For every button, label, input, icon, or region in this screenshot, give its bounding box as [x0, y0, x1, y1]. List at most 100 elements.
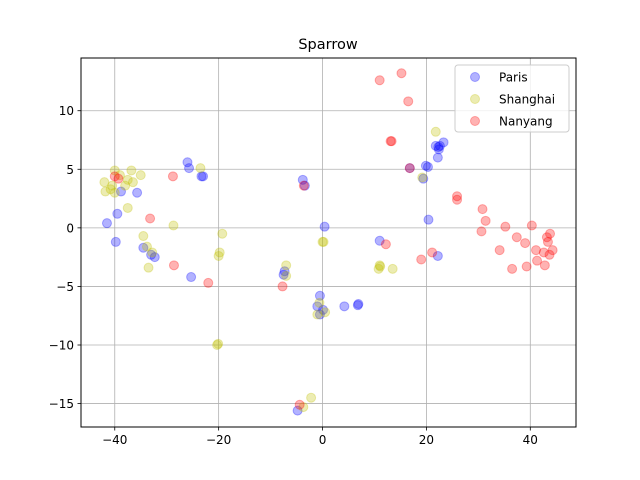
- legend-label-paris: Paris: [499, 71, 528, 85]
- point-paris: [279, 266, 290, 277]
- y-tick-label: 0: [66, 221, 74, 235]
- point-nanyang: [480, 215, 491, 226]
- legend-box: [454, 64, 570, 133]
- x-tick-label: 40: [523, 433, 538, 447]
- point-nanyang: [532, 255, 543, 266]
- y-tick-label: −15: [49, 397, 74, 411]
- point-paris: [278, 269, 289, 280]
- point-shanghai: [318, 236, 329, 247]
- point-paris: [292, 405, 303, 416]
- point-paris: [339, 301, 350, 312]
- point-shanghai: [143, 262, 154, 273]
- point-shanghai: [214, 247, 225, 258]
- point-paris: [404, 163, 415, 174]
- point-paris: [422, 161, 433, 172]
- point-paris: [312, 301, 323, 312]
- point-paris: [432, 250, 443, 261]
- point-shanghai: [306, 392, 317, 403]
- x-tick-label: 0: [319, 433, 327, 447]
- point-paris: [132, 187, 143, 198]
- point-paris: [184, 163, 195, 174]
- point-nanyang: [521, 261, 532, 272]
- point-shanghai: [317, 236, 328, 247]
- point-shanghai: [168, 220, 179, 231]
- point-shanghai: [109, 187, 120, 198]
- point-paris: [186, 272, 197, 283]
- point-paris: [314, 309, 325, 320]
- point-paris: [352, 300, 363, 311]
- point-nanyang: [168, 260, 179, 271]
- point-shanghai: [312, 309, 323, 320]
- point-nanyang: [277, 281, 288, 292]
- point-shanghai: [109, 165, 120, 176]
- y-tick-label: 10: [59, 104, 74, 118]
- point-paris: [138, 242, 149, 253]
- point-nanyang: [511, 232, 522, 243]
- point-nanyang: [452, 191, 463, 202]
- point-nanyang: [294, 399, 305, 410]
- y-tick-label: −10: [49, 339, 74, 353]
- point-paris: [297, 174, 308, 185]
- point-shanghai: [373, 263, 384, 274]
- point-nanyang: [507, 263, 518, 274]
- point-paris: [433, 144, 444, 155]
- point-paris: [196, 171, 207, 182]
- point-shanghai: [281, 270, 292, 281]
- point-shanghai: [122, 202, 133, 213]
- y-tick-label: −5: [56, 280, 74, 294]
- point-shanghai: [141, 241, 152, 252]
- point-paris: [299, 180, 310, 191]
- point-shanghai: [212, 340, 223, 350]
- point-paris: [438, 137, 449, 148]
- point-nanyang: [547, 245, 558, 256]
- point-nanyang: [477, 204, 488, 215]
- point-nanyang: [145, 213, 156, 224]
- point-nanyang: [520, 238, 531, 249]
- point-paris: [353, 299, 364, 309]
- point-nanyang: [541, 232, 552, 243]
- x-tick-label: −40: [102, 433, 127, 447]
- point-paris: [418, 173, 429, 184]
- point-nanyang: [374, 75, 385, 86]
- x-tick-label: −20: [206, 433, 231, 447]
- point-shanghai: [99, 177, 110, 188]
- point-shanghai: [147, 247, 158, 258]
- point-paris: [423, 214, 434, 225]
- point-nanyang: [113, 173, 124, 184]
- axis-ticks: −40 −20 0 20 40 −15 −10 −5 0 5 10: [49, 104, 538, 447]
- point-nanyang: [476, 226, 487, 237]
- point-paris: [198, 171, 209, 182]
- point-nanyang: [416, 254, 427, 265]
- point-paris: [318, 304, 329, 315]
- point-shanghai: [374, 260, 385, 271]
- point-shanghai: [195, 163, 206, 174]
- point-shanghai: [298, 402, 309, 413]
- point-nanyang: [403, 96, 414, 107]
- point-shanghai: [314, 297, 325, 308]
- point-shanghai: [430, 126, 441, 137]
- legend-marker-shanghai: [470, 94, 480, 104]
- point-paris: [430, 140, 441, 151]
- y-tick-label: 5: [66, 163, 74, 177]
- point-nanyang: [544, 249, 555, 260]
- point-nanyang: [452, 194, 463, 205]
- point-nanyang: [167, 171, 178, 182]
- point-shanghai: [320, 307, 331, 318]
- legend-label-nanyang: Nanyang: [499, 115, 553, 129]
- point-nanyang: [109, 171, 120, 182]
- point-shanghai: [122, 174, 133, 185]
- point-paris: [149, 252, 160, 263]
- point-nanyang: [494, 245, 505, 256]
- plot-frame: [80, 57, 577, 428]
- point-nanyang: [386, 136, 397, 147]
- point-shanghai: [417, 172, 428, 183]
- point-paris: [146, 249, 157, 260]
- legend: Paris Shanghai Nanyang: [454, 64, 570, 133]
- point-shanghai: [281, 260, 292, 271]
- point-paris: [101, 218, 112, 229]
- point-shanghai: [213, 250, 224, 261]
- point-paris: [432, 152, 443, 163]
- point-shanghai: [126, 165, 137, 176]
- point-paris: [182, 157, 193, 168]
